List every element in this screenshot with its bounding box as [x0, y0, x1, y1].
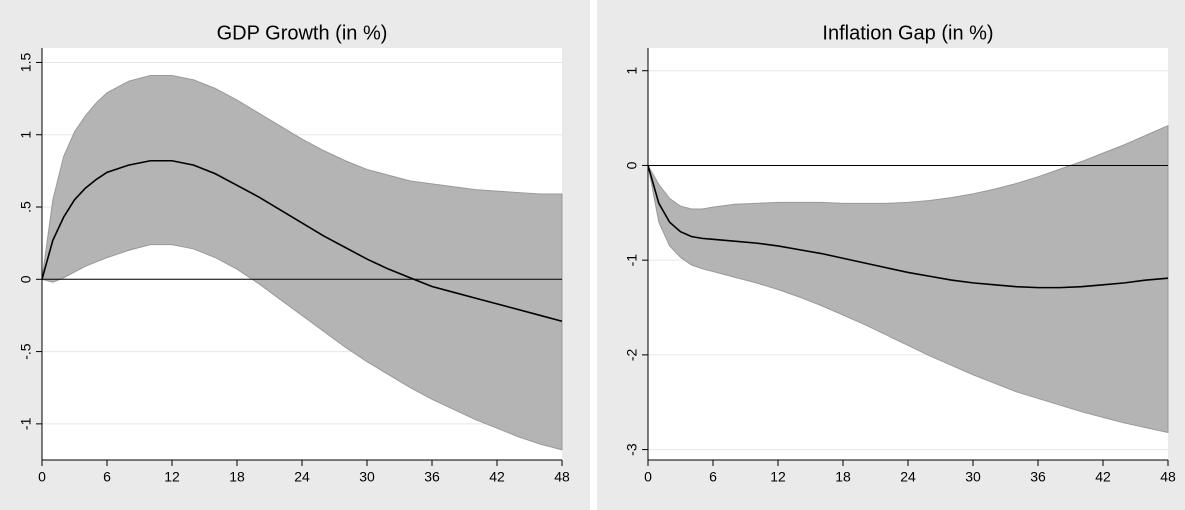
y-tick-label: 1: [18, 131, 34, 139]
x-tick-label: 18: [835, 469, 851, 485]
x-tick-label: 30: [359, 469, 375, 485]
x-tick-label: 6: [709, 469, 717, 485]
confidence-band: [41, 74, 563, 451]
y-tick-label: -1: [18, 417, 34, 430]
x-tick-label: 24: [294, 469, 310, 485]
confidence-band: [647, 124, 1169, 434]
x-tick-label: 30: [965, 469, 981, 485]
x-tick-label: 48: [1160, 469, 1176, 485]
line: [41, 159, 563, 322]
y-tick-label: 0: [18, 275, 34, 283]
x-tick-label: 12: [164, 469, 180, 485]
x-tick-label: 24: [900, 469, 916, 485]
y-tick-label: -2: [624, 348, 640, 361]
y-tick-label: -3: [624, 443, 640, 456]
x-tick-label: 18: [229, 469, 245, 485]
y-tick-label: -1: [624, 254, 640, 267]
x-tick-label: 0: [38, 469, 46, 485]
y-tick-label: 1: [624, 67, 640, 75]
x-tick-label: 36: [1030, 469, 1046, 485]
x-tick-label: 0: [644, 469, 652, 485]
y-tick-label: .5: [18, 201, 34, 213]
chart-title: GDP Growth (in %): [217, 22, 388, 44]
x-tick-label: 6: [103, 469, 111, 485]
y-tick-label: 1.5: [18, 53, 34, 73]
line: [647, 165, 1169, 289]
x-tick-label: 12: [770, 469, 786, 485]
x-tick-label: 36: [424, 469, 440, 485]
y-tick-label: -.5: [18, 343, 34, 360]
chart-title: Inflation Gap (in %): [822, 22, 993, 44]
y-tick-label: 0: [624, 161, 640, 169]
x-tick-label: 42: [1095, 469, 1111, 485]
x-tick-label: 42: [489, 469, 505, 485]
x-tick-label: 48: [554, 469, 570, 485]
